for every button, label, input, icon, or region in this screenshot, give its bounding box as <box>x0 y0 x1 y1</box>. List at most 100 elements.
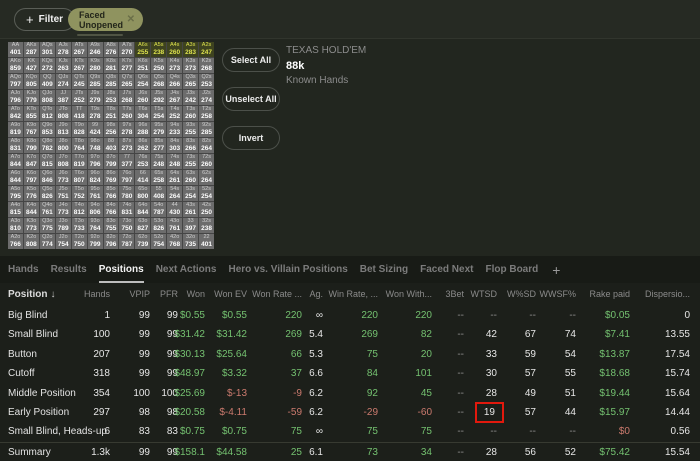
hand-cell-K8o[interactable]: K8o 799 <box>23 138 39 153</box>
hand-cell-94s[interactable]: 94s 233 <box>167 122 183 137</box>
hand-cell-A9o[interactable]: A9o 819 <box>8 122 23 137</box>
hand-cell-ATs[interactable]: ATs 267 <box>71 42 87 57</box>
hand-cell-65o[interactable]: 65o 800 <box>135 186 151 201</box>
add-tab-button[interactable]: + <box>552 261 561 278</box>
hand-cell-96s[interactable]: 96s 288 <box>135 122 151 137</box>
hand-cell-K4s[interactable]: K4s 273 <box>167 58 183 73</box>
hand-cell-K6s[interactable]: K6s 251 <box>135 58 151 73</box>
table-row-small-blind[interactable]: Small Blind 100 99 99 $31.42 $31.42 269 5.4 269 8… <box>0 325 700 344</box>
hand-cell-32s[interactable]: 32s 238 <box>199 218 214 233</box>
hand-cell-73o[interactable]: 73o 750 <box>119 218 135 233</box>
hand-cell-A6o[interactable]: A6o 844 <box>8 170 23 185</box>
hand-cell-63o[interactable]: 63o 827 <box>135 218 151 233</box>
hand-cell-75o[interactable]: 75o 780 <box>119 186 135 201</box>
tab-faced-next[interactable]: Faced Next <box>420 264 474 275</box>
hand-cell-52s[interactable]: 52s 254 <box>199 186 214 201</box>
hand-cell-T3s[interactable]: T3s 260 <box>183 106 199 121</box>
hand-cell-63s[interactable]: 63s 260 <box>183 170 199 185</box>
hand-cell-AJo[interactable]: AJo 796 <box>8 90 23 105</box>
hand-cell-A2s[interactable]: A2s 247 <box>199 42 214 57</box>
column-header-wwsf%[interactable]: WWSF% <box>539 289 577 299</box>
hand-cell-K6o[interactable]: K6o 797 <box>23 170 39 185</box>
hand-cell-Q5o[interactable]: Q5o 826 <box>39 186 55 201</box>
hand-cell-J7s[interactable]: J7s 268 <box>119 90 135 105</box>
hand-cell-A7s[interactable]: A7s 270 <box>119 42 135 57</box>
hand-cell-88[interactable]: 88 403 <box>103 138 119 153</box>
hand-cell-33[interactable]: 33 397 <box>183 218 199 233</box>
hand-cell-Q4o[interactable]: Q4o 761 <box>39 202 55 217</box>
table-row-summary[interactable]: Summary 1.3k 99 99 $158.1 $44.58 25 6.1 73 34 -- 28… <box>0 441 700 461</box>
hand-cell-AKo[interactable]: AKo 859 <box>8 58 23 73</box>
hand-cell-Q3s[interactable]: Q3s 265 <box>183 74 199 89</box>
table-row-middle-position[interactable]: Middle Position 354 100 100 $25.69 $-13 -9 6.2 9… <box>0 384 700 403</box>
hand-cell-87o[interactable]: 87o 799 <box>103 154 119 169</box>
add-filter-button[interactable]: + Filter <box>14 8 76 31</box>
hand-cell-JJ[interactable]: JJ 387 <box>55 90 71 105</box>
hand-cell-Q7s[interactable]: Q7s 265 <box>119 74 135 89</box>
hand-cell-T5o[interactable]: T5o 752 <box>71 186 87 201</box>
hand-cell-K3s[interactable]: K3s 273 <box>183 58 199 73</box>
hand-cell-Q8s[interactable]: Q8s 285 <box>103 74 119 89</box>
hand-cell-75s[interactable]: 75s 248 <box>151 154 167 169</box>
column-header-vpip[interactable]: VPIP <box>129 289 150 299</box>
hand-cell-Q2o[interactable]: Q2o 774 <box>39 234 55 249</box>
hand-cell-42o[interactable]: 42o 768 <box>167 234 183 249</box>
column-header-won-ev[interactable]: Won EV <box>214 289 247 299</box>
hand-cell-A8o[interactable]: A8o 831 <box>8 138 23 153</box>
hand-cell-Q7o[interactable]: Q7o 815 <box>39 154 55 169</box>
hand-cell-64o[interactable]: 64o 844 <box>135 202 151 217</box>
hand-cell-A3o[interactable]: A3o 810 <box>8 218 23 233</box>
hand-cell-AJs[interactable]: AJs 278 <box>55 42 71 57</box>
hand-cell-74o[interactable]: 74o 831 <box>119 202 135 217</box>
column-header-won-with[interactable]: Won With... <box>385 289 432 299</box>
hand-cell-64s[interactable]: 64s 261 <box>167 170 183 185</box>
hand-cell-K9o[interactable]: K9o 767 <box>23 122 39 137</box>
hand-cell-K3o[interactable]: K3o 773 <box>23 218 39 233</box>
column-header-win-rate[interactable]: Win Rate, ... <box>328 289 378 299</box>
hand-cell-KQs[interactable]: KQs 272 <box>39 58 55 73</box>
hand-cell-K7s[interactable]: K7s 277 <box>119 58 135 73</box>
hand-cell-AA[interactable]: AA 401 <box>8 42 23 57</box>
hand-cell-A6s[interactable]: A6s 255 <box>135 42 151 57</box>
unselect-all-button[interactable]: Unselect All <box>222 87 280 111</box>
hand-cell-97s[interactable]: 97s 278 <box>119 122 135 137</box>
hand-cell-QTs[interactable]: QTs 245 <box>71 74 87 89</box>
column-header-3bet[interactable]: 3Bet <box>445 289 464 299</box>
hand-cell-53o[interactable]: 53o 826 <box>151 218 167 233</box>
hand-cell-KK[interactable]: KK 427 <box>23 58 39 73</box>
hand-cell-J6s[interactable]: J6s 260 <box>135 90 151 105</box>
hand-cell-A7o[interactable]: A7o 844 <box>8 154 23 169</box>
hand-cell-QJs[interactable]: QJs 274 <box>55 74 71 89</box>
hand-cell-JTs[interactable]: JTs 252 <box>71 90 87 105</box>
close-icon[interactable]: ✕ <box>126 14 135 25</box>
hand-cell-T7s[interactable]: T7s 260 <box>119 106 135 121</box>
hand-cell-A9s[interactable]: A9s 246 <box>87 42 103 57</box>
hand-cell-ATo[interactable]: ATo 842 <box>8 106 23 121</box>
tab-results[interactable]: Results <box>50 264 87 275</box>
hand-cell-Q6o[interactable]: Q6o 846 <box>39 170 55 185</box>
column-header-position[interactable]: Position ↓ <box>8 289 56 300</box>
hand-cell-22[interactable]: 22 401 <box>199 234 214 249</box>
invert-button[interactable]: Invert <box>222 126 280 150</box>
hand-cell-J7o[interactable]: J7o 808 <box>55 154 71 169</box>
tab-next-actions[interactable]: Next Actions <box>155 264 217 275</box>
hand-cell-T9o[interactable]: T9o 828 <box>71 122 87 137</box>
hand-cell-J5s[interactable]: J5s 292 <box>151 90 167 105</box>
tab-hands[interactable]: Hands <box>8 264 39 275</box>
hand-cell-Q4s[interactable]: Q4s 266 <box>167 74 183 89</box>
hand-cell-85o[interactable]: 85o 766 <box>103 186 119 201</box>
hand-cell-44[interactable]: 44 430 <box>167 202 183 217</box>
column-header-hands[interactable]: Hands <box>83 289 110 299</box>
hand-cell-65s[interactable]: 65s 258 <box>151 170 167 185</box>
hand-cell-96o[interactable]: 96o 824 <box>87 170 103 185</box>
hand-cell-62s[interactable]: 62s 264 <box>199 170 214 185</box>
hand-cell-J4o[interactable]: J4o 773 <box>55 202 71 217</box>
hand-cell-K7o[interactable]: K7o 847 <box>23 154 39 169</box>
hand-cell-Q3o[interactable]: Q3o 775 <box>39 218 55 233</box>
hand-cell-A5o[interactable]: A5o 795 <box>8 186 23 201</box>
hand-cell-AQs[interactable]: AQs 301 <box>39 42 55 57</box>
hand-cell-Q2s[interactable]: Q2s 253 <box>199 74 214 89</box>
hand-cell-92o[interactable]: 92o 799 <box>87 234 103 249</box>
hand-cell-95o[interactable]: 95o 761 <box>87 186 103 201</box>
hand-cell-JTo[interactable]: JTo 808 <box>55 106 71 121</box>
